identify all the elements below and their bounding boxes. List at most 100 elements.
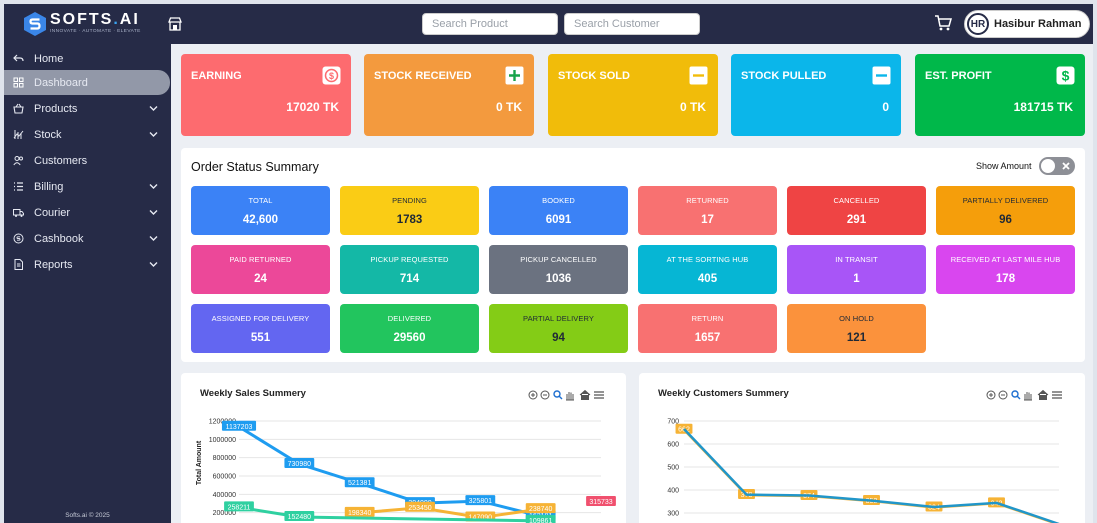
status-tile-cancelled[interactable]: CANCELLED 291 [787, 186, 926, 235]
card-est-profit[interactable]: EST. PROFIT $ 181715 TK [915, 54, 1085, 136]
status-tile-returned[interactable]: RETURNED 17 [638, 186, 777, 235]
cart-icon[interactable] [934, 14, 952, 32]
data-label: 258211 [228, 504, 251, 511]
status-tile-total[interactable]: TOTAL 42,600 [191, 186, 330, 235]
y-tick-label: 600 [667, 442, 679, 449]
chart-toolbar [986, 389, 1062, 401]
minus-icon [689, 66, 708, 85]
sidebar-item-label: Home [34, 52, 64, 65]
data-label-bg [221, 420, 257, 431]
status-tile-in-transit[interactable]: IN TRANSIT 1 [787, 245, 926, 294]
data-label: 198340 [348, 510, 371, 517]
card-stock-sold[interactable]: STOCK SOLD 0 TK [548, 54, 718, 136]
sidebar-item-label: Products [34, 102, 78, 115]
sidebar-item-home[interactable]: Home [4, 46, 171, 71]
status-tile-paid-returned[interactable]: PAID RETURNED 24 [191, 245, 330, 294]
data-label-bg [525, 503, 556, 514]
status-value: 17 [701, 214, 714, 226]
status-tile-at-the-sorting-hub[interactable]: AT THE SORTING HUB 405 [638, 245, 777, 294]
user-menu[interactable]: HR Hasibur Rahman [964, 10, 1091, 38]
card-stock-received[interactable]: STOCK RECEIVED 0 TK [364, 54, 534, 136]
basket-icon [13, 103, 24, 114]
status-value: 1783 [396, 214, 423, 226]
status-tile-delivered[interactable]: DELIVERED 29560 [340, 304, 479, 353]
data-label-bg [405, 501, 435, 512]
status-label: RECEIVED AT LAST MILE HUB [950, 255, 1061, 264]
minus-icon [872, 66, 891, 85]
user-name: Hasibur Rahman [994, 18, 1082, 30]
y-tick-label: 700 [667, 419, 679, 426]
status-tile-on-hold[interactable]: ON HOLD 121 [787, 304, 926, 353]
home-icon[interactable] [579, 389, 591, 400]
status-tile-pickup-cancelled[interactable]: PICKUP CANCELLED 1036 [489, 245, 628, 294]
chevron-down-icon [149, 210, 158, 215]
status-tile-assigned-for-delivery[interactable]: ASSIGNED FOR DELIVERY 551 [191, 304, 330, 353]
search-product-input[interactable] [422, 13, 558, 35]
pan-hand-icon[interactable] [566, 392, 574, 401]
search-customer-input[interactable] [564, 13, 700, 35]
status-tile-pickup-requested[interactable]: PICKUP REQUESTED 714 [340, 245, 479, 294]
show-amount-toggle[interactable] [1039, 157, 1075, 175]
weekly-sales-panel: Weekly Sales Summery 1200000100000080000… [181, 373, 626, 523]
status-label: RETURN [691, 314, 724, 323]
brand-logo[interactable]: SOFTS.AI INNOVATE · AUTOMATE · ELEVATE [24, 10, 141, 38]
sidebar-footer: Softs.ai © 2025 [65, 512, 110, 519]
pan-hand-icon[interactable] [1024, 392, 1032, 401]
data-label: 1137203 [226, 424, 253, 431]
status-label: RETURNED [686, 196, 729, 205]
status-tile-partially-delivered[interactable]: PARTIALLY DELIVERED 96 [936, 186, 1075, 235]
sidebar-item-billing[interactable]: Billing [4, 174, 171, 199]
status-tile-pending[interactable]: PENDING 1783 [340, 186, 479, 235]
home-icon[interactable] [1037, 389, 1049, 400]
report-icon [14, 259, 23, 270]
zoom-in-icon[interactable] [528, 390, 538, 400]
card-stock-pulled[interactable]: STOCK PULLED 0 [731, 54, 901, 136]
data-label: 315733 [589, 499, 612, 506]
panel-title: Order Status Summary [191, 160, 319, 174]
store-icon[interactable] [167, 16, 183, 32]
data-label-bg [344, 477, 375, 488]
series-line-1 [359, 506, 541, 520]
sidebar-item-reports[interactable]: Reports [4, 252, 171, 277]
card-earning[interactable]: EARNING $ 17020 TK [181, 54, 351, 136]
search-icon[interactable] [553, 390, 563, 400]
status-tile-booked[interactable]: BOOKED 6091 [489, 186, 628, 235]
sidebar-item-stock[interactable]: Stock [4, 122, 171, 147]
menu-icon[interactable] [1052, 391, 1062, 399]
status-value: 29560 [393, 332, 426, 344]
status-tile-received-at-last-mile-hub[interactable]: RECEIVED AT LAST MILE HUB 178 [936, 245, 1075, 294]
zoom-in-icon[interactable] [986, 390, 996, 400]
sidebar-item-courier[interactable]: Courier [4, 200, 171, 225]
status-value: 551 [250, 332, 271, 344]
status-tile-partial-delivery[interactable]: PARTIAL DELIVERY 94 [489, 304, 628, 353]
status-label: CANCELLED [833, 196, 880, 205]
zoom-out-icon[interactable] [998, 390, 1008, 400]
status-value: 178 [995, 273, 1016, 285]
zoom-out-icon[interactable] [540, 390, 550, 400]
status-label: PAID RETURNED [229, 255, 292, 264]
menu-icon[interactable] [594, 391, 604, 399]
status-tile-return[interactable]: RETURN 1657 [638, 304, 777, 353]
y-tick-label: 1000000 [209, 437, 236, 444]
data-label: 325801 [469, 498, 492, 505]
sidebar-item-dashboard[interactable]: Dashboard [4, 70, 170, 95]
status-value: 6091 [545, 214, 572, 226]
sidebar-item-label: Billing [34, 180, 64, 193]
status-value: 94 [552, 332, 565, 344]
sidebar-item-customers[interactable]: Customers [4, 148, 171, 173]
status-label: PICKUP REQUESTED [370, 255, 449, 264]
chart-svg: 12000001000000800000600000400000200000To… [196, 419, 616, 523]
card-title: STOCK RECEIVED [374, 70, 472, 82]
y-tick-label: 800000 [213, 455, 236, 462]
sidebar-item-products[interactable]: Products [4, 96, 171, 121]
sidebar-item-label: Stock [34, 128, 62, 141]
card-title: EST. PROFIT [925, 70, 992, 82]
card-value: 0 TK [679, 100, 706, 114]
coin-icon [13, 233, 24, 244]
sidebar-item-cashbook[interactable]: Cashbook [4, 226, 171, 251]
chevron-down-icon [149, 184, 158, 189]
status-value: 405 [697, 273, 718, 285]
card-value: 181715 TK [1013, 100, 1073, 114]
search-icon[interactable] [1011, 390, 1021, 400]
